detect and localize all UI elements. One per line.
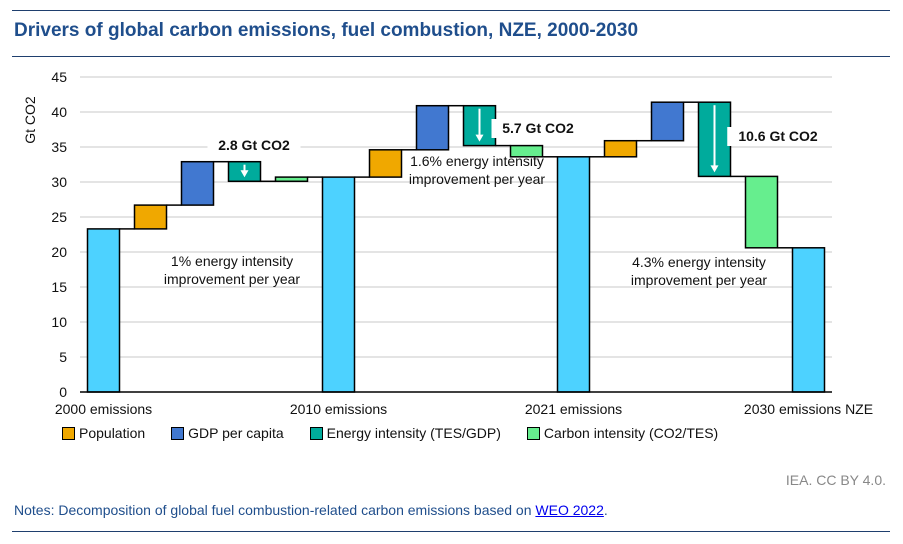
top-rule bbox=[12, 10, 890, 11]
legend-label: Carbon intensity (CO2/TES) bbox=[543, 425, 719, 441]
notes-text: Notes: Decomposition of global fuel comb… bbox=[14, 502, 536, 518]
y-tick-label: 0 bbox=[59, 384, 67, 400]
y-tick-label: 40 bbox=[51, 104, 67, 120]
legend-item-energy-intensity: Energy intensity (TES/GDP) bbox=[309, 425, 501, 441]
bar-population bbox=[603, 139, 638, 158]
legend-item-gdp: GDP per capita bbox=[171, 425, 284, 441]
y-tick-label: 20 bbox=[51, 244, 67, 260]
legend-swatch bbox=[526, 426, 540, 440]
bar-carbon bbox=[509, 144, 544, 158]
y-tick-label: 15 bbox=[51, 279, 67, 295]
label-background bbox=[491, 119, 585, 138]
annotation-line: improvement per year bbox=[409, 171, 546, 187]
bottom-rule bbox=[12, 531, 890, 532]
bar-carbon bbox=[744, 175, 779, 249]
y-tick-label: 25 bbox=[51, 209, 67, 225]
source-credit: IEA. CC BY 4.0. bbox=[785, 472, 886, 488]
bar-gdp bbox=[180, 160, 215, 206]
legend-label: GDP per capita bbox=[188, 425, 284, 441]
bar-total bbox=[321, 176, 356, 393]
bar-total bbox=[86, 228, 121, 393]
chart-title: Drivers of global carbon emissions, fuel… bbox=[14, 20, 639, 41]
legend-label: Population bbox=[79, 425, 146, 441]
bar-total bbox=[791, 247, 826, 393]
label-background bbox=[207, 136, 301, 155]
bar-carbon bbox=[274, 176, 309, 183]
legend-swatch bbox=[309, 426, 323, 440]
y-tick-label: 35 bbox=[51, 139, 67, 155]
title-rule bbox=[12, 56, 890, 57]
down-arrow-head-icon bbox=[710, 165, 719, 173]
down-arrow-head-icon bbox=[240, 170, 249, 178]
legend: Population GDP per capita Energy intensi… bbox=[62, 425, 744, 441]
reduction-label: 2.8 Gt CO2 bbox=[218, 137, 290, 153]
bar-population bbox=[368, 149, 403, 178]
legend-item-population: Population bbox=[62, 425, 145, 441]
label-background bbox=[727, 127, 829, 146]
legend-item-carbon-intensity: Carbon intensity (CO2/TES) bbox=[526, 425, 719, 441]
y-tick-label: 30 bbox=[51, 174, 67, 190]
bar-population bbox=[133, 204, 168, 230]
y-axis-label: Gt CO2 bbox=[22, 96, 38, 144]
annotation-line: improvement per year bbox=[164, 271, 301, 287]
legend-label: Energy intensity (TES/GDP) bbox=[326, 425, 501, 441]
notes: Notes: Decomposition of global fuel comb… bbox=[14, 502, 608, 518]
y-tick-label: 10 bbox=[51, 314, 67, 330]
legend-swatch bbox=[62, 426, 75, 440]
bar-total bbox=[556, 156, 591, 393]
waterfall-chart: 0 5 10 15 20 25 30 35 40 45 Gt CO2 2000 emissions 20… bbox=[22, 69, 873, 417]
bar-gdp bbox=[415, 104, 450, 151]
y-tick-label: 5 bbox=[59, 349, 67, 365]
down-arrow-head-icon bbox=[475, 134, 484, 142]
x-category-label: 2000 emissions bbox=[55, 401, 152, 417]
reduction-label: 5.7 Gt CO2 bbox=[502, 120, 574, 136]
annotation-line: 1.6% energy intensity bbox=[410, 153, 544, 169]
reduction-label: 10.6 Gt CO2 bbox=[738, 128, 818, 144]
annotation-line: improvement per year bbox=[631, 272, 768, 288]
x-category-label: 2030 emissions NZE bbox=[744, 401, 873, 417]
bar-gdp bbox=[650, 101, 685, 142]
annotation-line: 4.3% energy intensity bbox=[632, 254, 766, 270]
weo-2022-link[interactable]: WEO 2022 bbox=[535, 502, 604, 518]
annotation-line: 1% energy intensity bbox=[171, 253, 293, 269]
x-category-label: 2010 emissions bbox=[290, 401, 387, 417]
notes-suffix: . bbox=[603, 502, 608, 518]
y-tick-label: 45 bbox=[51, 69, 67, 85]
legend-swatch bbox=[171, 426, 185, 440]
x-category-label: 2021 emissions bbox=[525, 401, 622, 417]
